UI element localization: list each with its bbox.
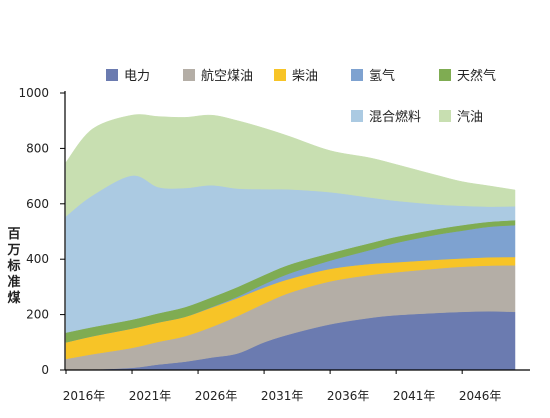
y-tick-label-0: 0 bbox=[41, 363, 49, 377]
legend-label-航空煤油: 航空煤油 bbox=[201, 68, 253, 84]
legend-label-氢气: 氢气 bbox=[369, 68, 395, 84]
legend-item-汽油: 汽油 bbox=[439, 110, 483, 125]
legend-label-电力: 电力 bbox=[124, 69, 150, 84]
legend-item-天然气: 天然气 bbox=[439, 68, 496, 84]
legend-item-电力: 电力 bbox=[106, 69, 150, 84]
x-tick-label-2031: 2031年 bbox=[261, 389, 304, 403]
y-tick-label-1000: 1000 bbox=[18, 86, 49, 100]
legend-item-混合燃料: 混合燃料 bbox=[351, 109, 421, 125]
y-tick-label-600: 600 bbox=[26, 197, 49, 211]
x-ticks: 2016年 2021年 2026年 2031年 2036年 2041年 2046年 bbox=[63, 370, 502, 403]
x-tick-label-2036: 2036年 bbox=[327, 389, 370, 403]
legend-item-柴油: 柴油 bbox=[274, 69, 318, 84]
axes bbox=[64, 91, 530, 371]
y-ticks: 0 200 400 600 800 1000 bbox=[18, 86, 65, 377]
legend-swatch-汽油 bbox=[439, 110, 451, 122]
legend-swatch-电力 bbox=[106, 69, 118, 81]
legend-swatch-氢气 bbox=[351, 69, 363, 81]
legend-swatch-混合燃料 bbox=[351, 110, 363, 122]
x-tick-label-2041: 2041年 bbox=[393, 389, 436, 403]
x-tick-label-2046: 2046年 bbox=[459, 389, 502, 403]
legend-label-柴油: 柴油 bbox=[292, 69, 318, 84]
legend-label-混合燃料: 混合燃料 bbox=[369, 109, 421, 125]
y-tick-label-800: 800 bbox=[26, 141, 49, 155]
y-tick-label-400: 400 bbox=[26, 252, 49, 266]
y-axis-label-char: 百 bbox=[7, 227, 20, 242]
area-汽油 bbox=[65, 114, 516, 217]
y-axis-label-char: 万 bbox=[6, 243, 20, 258]
legend-swatch-柴油 bbox=[274, 69, 286, 81]
y-axis-label-char: 标 bbox=[6, 258, 20, 274]
y-axis-label-char: 煤 bbox=[7, 290, 20, 306]
legend-swatch-天然气 bbox=[439, 69, 451, 81]
legend-label-天然气: 天然气 bbox=[457, 68, 496, 84]
legend-item-航空煤油: 航空煤油 bbox=[183, 68, 253, 84]
x-tick-label-2016: 2016年 bbox=[63, 389, 106, 403]
x-tick-label-2026: 2026年 bbox=[195, 389, 238, 403]
y-tick-label-200: 200 bbox=[26, 308, 49, 322]
series-areas bbox=[65, 114, 516, 371]
legend-swatch-航空煤油 bbox=[183, 69, 195, 81]
x-tick-label-2021: 2021年 bbox=[129, 389, 172, 403]
y-axis-label-char: 准 bbox=[7, 274, 20, 290]
legend-item-氢气: 氢气 bbox=[351, 68, 395, 84]
legend-label-汽油: 汽油 bbox=[457, 110, 483, 125]
